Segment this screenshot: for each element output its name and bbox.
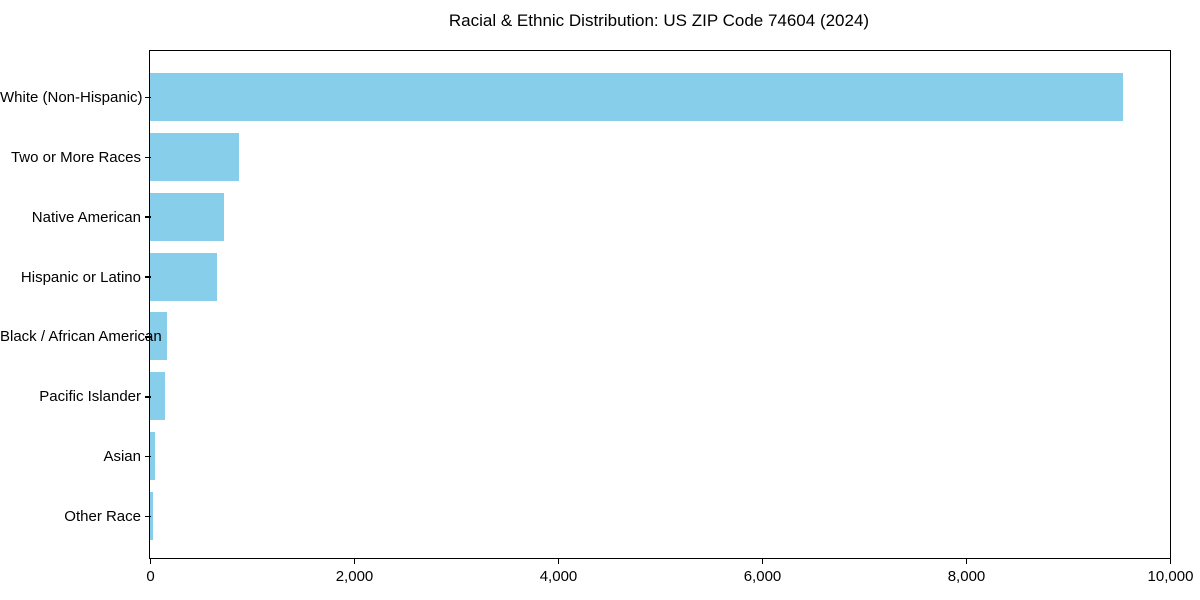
x-axis-label: 0	[146, 568, 155, 585]
x-axis-tick	[761, 558, 764, 564]
x-axis-label: 8,000	[947, 568, 986, 585]
y-axis-label: Two or More Races	[10, 148, 141, 166]
bar	[150, 492, 153, 540]
bar	[150, 252, 217, 301]
bar	[150, 192, 224, 241]
bar	[150, 432, 156, 481]
bar	[150, 372, 166, 421]
y-axis-tick	[144, 515, 151, 518]
y-axis-label: Hispanic or Latino	[20, 268, 141, 286]
y-axis-label: Native American	[31, 208, 141, 226]
x-axis-tick	[353, 558, 356, 564]
y-axis-tick	[144, 156, 151, 159]
chart-title: Racial & Ethnic Distribution: US ZIP Cod…	[448, 11, 870, 30]
y-axis-tick	[144, 216, 151, 218]
y-axis-tick	[144, 396, 151, 398]
x-axis-tick	[965, 558, 968, 564]
x-axis-tick	[1169, 558, 1172, 564]
y-axis-tick	[144, 96, 151, 99]
y-axis-label: Asian	[103, 448, 141, 466]
y-axis-tick	[144, 336, 151, 338]
y-axis-label: Black / African American	[0, 328, 162, 346]
x-axis-label: 2,000	[335, 568, 374, 585]
y-axis-label: Pacific Islander	[39, 388, 141, 406]
x-axis-label: 10,000	[1147, 568, 1194, 585]
plot-area	[149, 50, 1171, 559]
bar	[150, 312, 167, 361]
bar	[150, 132, 240, 181]
x-axis-label: 6,000	[743, 568, 782, 585]
x-axis-tick	[149, 558, 152, 564]
bar	[150, 73, 1124, 121]
y-axis-label: White (Non-Hispanic)	[0, 89, 143, 106]
y-axis-tick	[144, 455, 151, 458]
x-axis-label: 4,000	[539, 568, 578, 585]
y-axis-tick	[144, 276, 151, 278]
x-axis-tick	[557, 558, 560, 564]
y-axis-label: Other Race	[64, 508, 141, 525]
